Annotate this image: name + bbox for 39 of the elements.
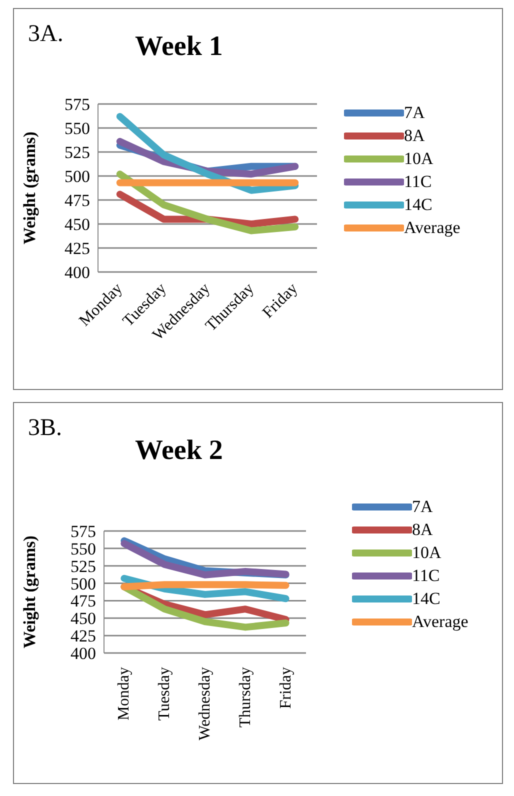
y-tick-label: 550	[64, 119, 90, 138]
legend-label: Average	[404, 218, 460, 238]
y-axis-title: Weight (grams)	[20, 536, 40, 648]
x-tick-label: Wednesday	[196, 667, 214, 740]
legend-label: Average	[412, 612, 468, 632]
chart-title: Week 1	[135, 31, 223, 62]
text: 3A.	[28, 21, 64, 48]
y-axis-title: Weight (grams)	[20, 132, 40, 244]
y-tick-label: 500	[70, 574, 96, 594]
y-tick-label: 575	[70, 522, 96, 542]
y-tick-label: 450	[64, 215, 90, 234]
legend-label: 7A	[412, 496, 433, 516]
legend-label: 14C	[404, 194, 432, 214]
y-tick-label: 500	[64, 167, 90, 186]
y-tick-label: 550	[70, 539, 96, 558]
text: 3B.	[28, 415, 62, 442]
y-tick-label: 400	[64, 263, 90, 282]
y-tick-label: 525	[64, 143, 90, 162]
y-tick-label: 475	[70, 592, 96, 611]
legend-label: 11C	[412, 566, 440, 586]
x-tick-label: Friday	[277, 667, 294, 709]
y-tick-label: 425	[70, 626, 96, 646]
legend-label: 14C	[412, 588, 440, 608]
y-tick-label: 575	[64, 95, 90, 114]
y-tick-label: 400	[70, 644, 96, 664]
y-tick-label: 475	[64, 191, 90, 210]
y-tick-label: 450	[70, 609, 96, 628]
legend-label: 8A	[412, 520, 433, 540]
legend-label: 10A	[404, 148, 434, 168]
x-tick-label: Monday	[116, 667, 133, 720]
chart-title: Week 2	[135, 435, 223, 466]
y-tick-label: 525	[70, 556, 96, 576]
x-tick-label: Tuesday	[156, 667, 174, 721]
x-tick-label: Thursday	[236, 667, 254, 728]
legend-label: 8A	[404, 126, 425, 146]
legend-label: 10A	[412, 542, 442, 562]
legend-label: 11C	[404, 172, 432, 192]
y-tick-label: 425	[64, 239, 90, 258]
legend-label: 7A	[404, 102, 425, 122]
